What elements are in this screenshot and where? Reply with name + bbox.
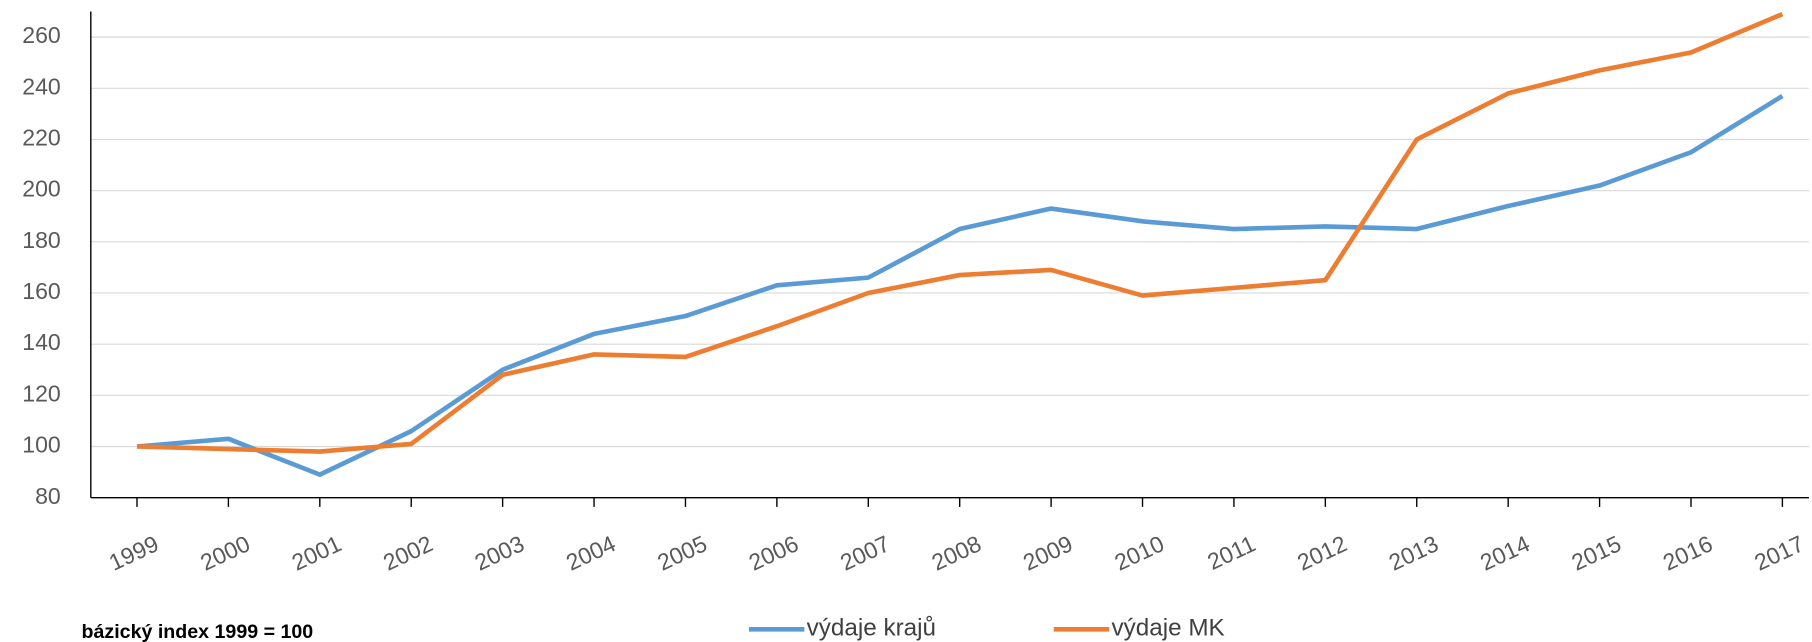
x-tick-label: 2014 bbox=[1476, 530, 1534, 575]
x-tick-label: 2013 bbox=[1385, 530, 1443, 575]
x-tick-label: 2004 bbox=[562, 530, 620, 575]
x-tick-label: 1999 bbox=[105, 530, 163, 575]
x-tick-label: 2007 bbox=[836, 530, 894, 575]
x-tick-label: 2002 bbox=[379, 530, 437, 575]
y-tick-label: 160 bbox=[22, 278, 61, 304]
x-tick-label: 2012 bbox=[1293, 530, 1351, 575]
y-tick-label: 260 bbox=[22, 22, 61, 48]
line-series bbox=[136, 94, 1784, 477]
line-series bbox=[136, 11, 1784, 454]
x-tick-label: 2011 bbox=[1203, 530, 1259, 575]
y-tick-label: 180 bbox=[22, 227, 61, 253]
x-tick-label: 2001 bbox=[288, 530, 346, 575]
y-tick-label: 140 bbox=[22, 329, 61, 355]
annotation: bázický index 1999 = 100 bbox=[82, 621, 314, 642]
x-tick-label: 2008 bbox=[928, 530, 986, 575]
x-tick-label: 2005 bbox=[653, 530, 711, 575]
x-tick-label: 2006 bbox=[745, 530, 803, 575]
y-tick-label: 200 bbox=[22, 176, 61, 202]
x-tick-label: 2000 bbox=[196, 530, 254, 575]
legend-label: výdaje MK bbox=[1112, 615, 1225, 642]
y-tick-label: 80 bbox=[35, 483, 61, 509]
x-tick-label: 2015 bbox=[1568, 530, 1626, 575]
x-tick-label: 2010 bbox=[1110, 530, 1168, 575]
y-tick-label: 240 bbox=[22, 73, 61, 99]
x-tick-label: 2016 bbox=[1659, 530, 1717, 575]
y-tick-label: 120 bbox=[22, 380, 61, 406]
x-tick-label: 2017 bbox=[1750, 530, 1808, 575]
x-tick-label: 2009 bbox=[1019, 530, 1077, 575]
x-tick-label: 2003 bbox=[471, 530, 529, 575]
legend-label: výdaje krajů bbox=[807, 615, 936, 642]
y-tick-label: 100 bbox=[22, 432, 61, 458]
y-tick-label: 220 bbox=[22, 125, 61, 151]
